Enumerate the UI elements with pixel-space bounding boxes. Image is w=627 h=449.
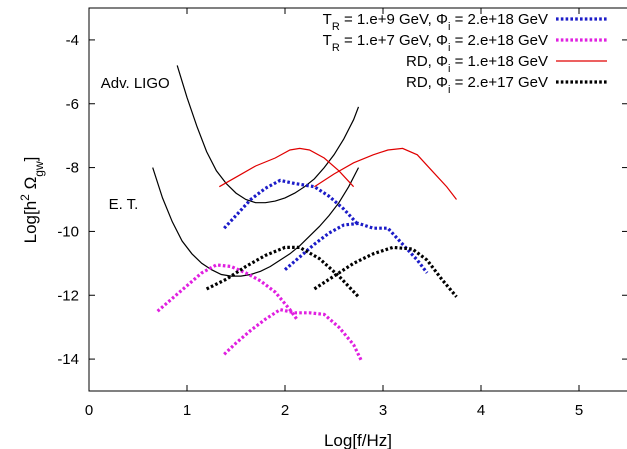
y-tick-label: -6 bbox=[66, 96, 79, 113]
legend-entry-label: TR = 1.e+9 GeV, Φi = 2.e+18 GeV bbox=[323, 11, 548, 33]
x-tick-label: 1 bbox=[183, 402, 191, 419]
legend-subscript: i bbox=[448, 42, 450, 54]
legend-text: RD, Φ bbox=[406, 74, 448, 91]
y-tick-label: -8 bbox=[66, 160, 79, 177]
s4-line-2 bbox=[313, 245, 458, 298]
legend-subscript: R bbox=[332, 42, 340, 54]
annotations: Adv. LIGO E. T. bbox=[101, 75, 170, 213]
x-tick-label: 4 bbox=[477, 402, 485, 419]
s2-line-2 bbox=[223, 307, 363, 362]
x-tick-label: 0 bbox=[85, 402, 93, 419]
legend-text: T bbox=[323, 11, 332, 28]
legend-text: = 2.e+17 GeV bbox=[450, 74, 548, 91]
plot-frame bbox=[88, 7, 627, 392]
legend-text: = 2.e+18 GeV bbox=[450, 11, 548, 28]
legend-subscript: i bbox=[448, 21, 450, 33]
adv-ligo-curve bbox=[176, 65, 360, 204]
x-tick-label: 5 bbox=[575, 402, 583, 419]
x-tick-label: 3 bbox=[379, 402, 387, 419]
legend-entry-label: RD, Φi = 2.e+17 GeV bbox=[406, 74, 548, 96]
y-label-text: Log[h bbox=[21, 201, 40, 244]
legend-text: = 1.e+7 GeV, Φ bbox=[340, 32, 448, 49]
s3-line-1 bbox=[219, 147, 355, 188]
s1-line-1 bbox=[223, 178, 360, 230]
x-axis-label: Log[f/Hz] bbox=[324, 431, 392, 449]
legend-text: RD, Φ bbox=[406, 53, 448, 70]
legend-subscript: i bbox=[448, 84, 450, 96]
legend-text: T bbox=[323, 32, 332, 49]
legend-text: = 1.e+9 GeV, Φ bbox=[340, 11, 448, 28]
legend-subscript: R bbox=[332, 21, 340, 33]
s1-line-2 bbox=[283, 221, 429, 274]
y-label-omega: Ω bbox=[21, 177, 40, 194]
y-label-superscript: 2 bbox=[18, 194, 32, 201]
y-label-close: ] bbox=[21, 157, 40, 162]
legend-entry-label: TR = 1.e+7 GeV, Φi = 2.e+18 GeV bbox=[323, 32, 548, 54]
data-series bbox=[156, 147, 458, 362]
y-tick-label: -4 bbox=[66, 32, 79, 49]
sensitivity-curves bbox=[152, 65, 360, 277]
y-tick-label: -12 bbox=[57, 287, 79, 304]
x-tick-label: 2 bbox=[281, 402, 289, 419]
axis-ticks: 0 1 2 3 4 5 -14 -12 -10 -8 -6 -4 bbox=[57, 8, 627, 419]
annotation-label: Adv. LIGO bbox=[101, 75, 170, 92]
y-label-subscript: gw bbox=[32, 161, 46, 177]
legend-entry-label: RD, Φi = 1.e+18 GeV bbox=[406, 53, 548, 75]
y-axis-label: Log[h2 Ωgw] bbox=[18, 157, 46, 244]
einstein-telescope-curve bbox=[152, 167, 360, 277]
y-tick-label: -14 bbox=[57, 351, 79, 368]
s2-line-1 bbox=[156, 263, 299, 321]
legend-text: = 2.e+18 GeV bbox=[450, 32, 548, 49]
y-tick-label: -10 bbox=[57, 223, 79, 240]
s3-line-2 bbox=[314, 147, 457, 200]
legend-text: = 1.e+18 GeV bbox=[450, 53, 548, 70]
legend-subscript: i bbox=[448, 63, 450, 75]
s4-line-1 bbox=[205, 245, 360, 298]
annotation-label: E. T. bbox=[109, 196, 139, 213]
